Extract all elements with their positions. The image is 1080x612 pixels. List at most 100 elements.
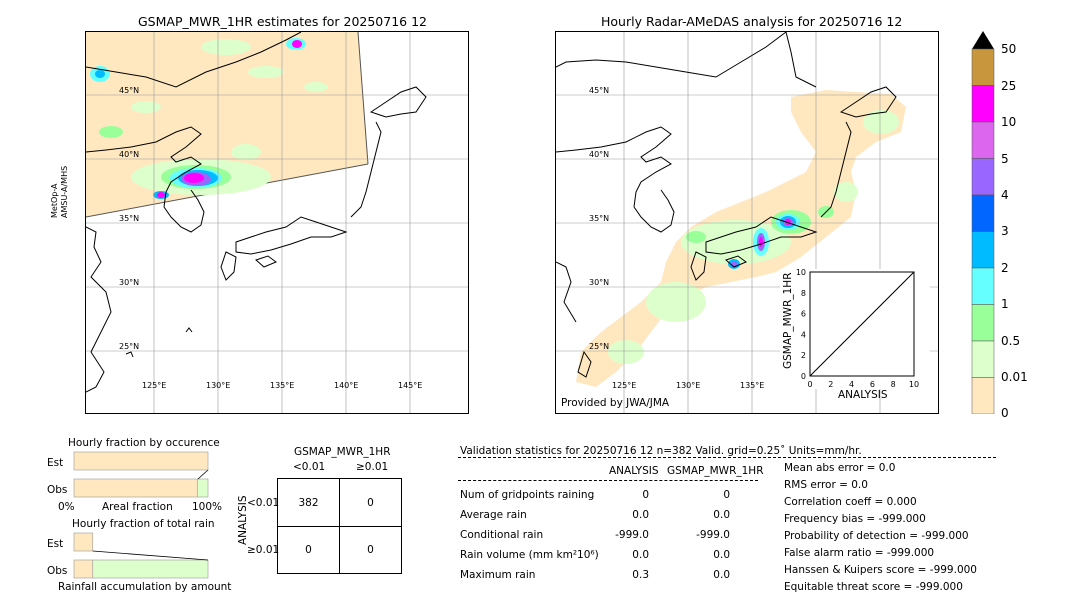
rain-blobs-right [608,110,899,364]
colorbar-swatch [971,48,995,86]
right-map-coastline [556,32,897,378]
validation-score: Hanssen & Kuipers score = -999.000 [784,564,977,576]
left-map-coastline [86,32,427,393]
contingency-row-header-1: <0.01 [247,497,280,509]
left-map-side-label-1: MetOp-A [50,183,59,218]
validation-row-label: Rain volume (mm km²10⁶) [460,549,599,561]
contingency-title: GSMAP_MWR_1HR [294,446,391,458]
colorbar-label-2: 2 [1001,261,1009,275]
left-lat-35: 35°N [119,214,140,223]
scatter-ylabel: GSMAP_MWR_1HR [782,272,794,369]
map-credit: Provided by JWA/JMA [561,397,670,409]
right-lat-40: 40°N [589,150,610,159]
validation-header: Validation statistics for 20250716 12 n=… [460,445,862,457]
total-rain-est-label: Est [47,538,64,550]
right-lat-25: 25°N [589,342,610,351]
validation-row-gsmap: 0 [723,489,730,501]
scatter-y-tick: 4 [801,330,806,339]
occurrence-est-bar [73,451,209,471]
validation-score: RMS error = 0.0 [784,479,868,491]
validation-row-analysis: 0.0 [632,509,649,521]
occurrence-title: Hourly fraction by occurence [68,437,220,449]
left-lon-125: 125°E [142,381,167,390]
scatter-y-tick: 2 [801,351,806,360]
colorbar-swatch [971,121,995,159]
colorbar-label-0-5: 0.5 [1001,334,1021,348]
validation-row-gsmap: 0.0 [713,569,730,581]
validation-row-label: Average rain [460,509,527,521]
validation-col-analysis: ANALYSIS [609,465,659,477]
contingency-table: 382 0 0 0 [277,478,402,574]
validation-row-gsmap: 0.0 [713,509,730,521]
colorbar [971,31,995,415]
validation-score: False alarm ratio = -999.000 [784,547,935,559]
contingency-cell-2-1: 0 [305,544,312,556]
occurrence-x-tick-0: 0% [58,501,75,513]
colorbar-label-0-01: 0.01 [1001,370,1028,384]
occurrence-obs-label: Obs [47,484,68,496]
occurrence-x-tick-100: 100% [192,501,223,513]
left-lon-130: 130°E [206,381,231,390]
left-lon-145: 145°E [398,381,423,390]
occurrence-est-label: Est [47,457,64,469]
total-rain-xlabel: Rainfall accumulation by amount [58,581,232,593]
colorbar-swatch [971,231,995,269]
total-rain-obs-bar-high [92,559,209,579]
total-rain-connector [92,550,209,561]
validation-row-label: Conditional rain [460,529,544,541]
contingency-col-header-1: <0.01 [293,461,326,473]
validation-row-analysis: -999.0 [615,529,649,541]
validation-subdivider [458,480,758,481]
scatter-inset: 0 2 4 6 8 10 0 2 4 6 8 10 [780,269,930,389]
scatter-y-tick: 6 [801,310,806,319]
colorbar-extend-arrow [972,31,994,49]
occurrence-xlabel: Areal fraction [102,501,173,513]
validation-row-gsmap: 0.0 [713,549,730,561]
colorbar-label-4: 4 [1001,188,1009,202]
contingency-row-header-2: ≥0.01 [247,544,280,556]
left-map-side-label-2: AMSU-A/MHS [60,165,69,218]
validation-row-analysis: 0.3 [632,569,649,581]
scatter-x-tick: 4 [849,380,854,389]
validation-score: Probability of detection = -999.000 [784,530,969,542]
validation-score: Mean abs error = 0.0 [784,462,896,474]
contingency-cell-1-2: 0 [367,497,374,509]
contingency-cell-2-2: 0 [367,544,374,556]
validation-row-analysis: 0.0 [632,549,649,561]
colorbar-label-1: 1 [1001,297,1009,311]
left-lat-25: 25°N [119,342,140,351]
left-map [85,31,469,414]
colorbar-swatch [971,194,995,232]
colorbar-label-25: 25 [1001,79,1017,93]
validation-row-label: Num of gridpoints raining [460,489,595,501]
validation-score: Frequency bias = -999.000 [784,513,926,525]
right-lat-45: 45°N [589,86,610,95]
left-map-title: GSMAP_MWR_1HR estimates for 20250716 12 [138,14,427,29]
contingency-col-header-2: ≥0.01 [356,461,389,473]
colorbar-swatch [971,158,995,196]
scatter-y-tick: 8 [801,289,806,298]
validation-score: Equitable threat score = -999.000 [784,581,963,593]
scatter-plot: 0 2 4 6 8 10 0 2 4 6 8 10 [796,269,919,389]
left-lat-40: 40°N [119,150,140,159]
scatter-diagonal [809,271,915,377]
total-rain-chart [73,532,209,579]
left-lon-135: 135°E [270,381,295,390]
total-rain-title: Hourly fraction of total rain [72,518,215,530]
left-lat-45: 45°N [119,86,140,95]
scatter-x-tick: 2 [828,380,833,389]
validation-row-label: Maximum rain [460,569,536,581]
colorbar-label-50: 50 [1001,42,1017,56]
left-lon-140: 140°E [334,381,359,390]
colorbar-swatch [971,304,995,342]
occurrence-connector [197,469,209,480]
occurrence-obs-bar [73,478,198,498]
right-lon-125: 125°E [612,381,637,390]
left-map-canvas [86,32,468,413]
right-map-canvas [556,32,938,413]
colorbar-swatch [971,377,995,415]
colorbar-label-10: 10 [1001,115,1017,129]
scatter-xlabel: ANALYSIS [838,389,888,401]
right-lon-130: 130°E [676,381,701,390]
total-rain-obs-bar-low [73,559,94,579]
